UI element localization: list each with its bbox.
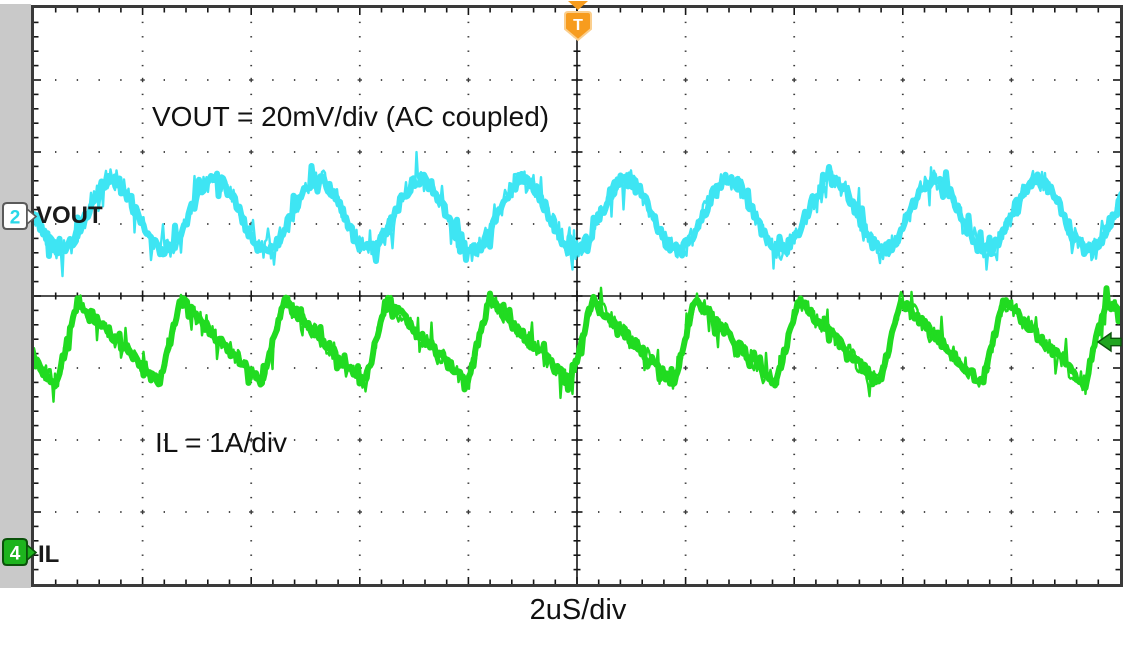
channel-4-number: 4 <box>10 544 21 565</box>
trigger-label: T <box>573 17 583 34</box>
trigger-badge-shape <box>564 11 592 42</box>
il-scale-annotation: IL = 1A/div <box>155 427 288 458</box>
channel-2-badge-box <box>2 202 28 230</box>
channel-4-level-arrow-icon <box>1096 331 1122 353</box>
timebase-label: 2uS/div <box>529 594 627 626</box>
channel-4-badge: 4 <box>2 538 38 566</box>
vout-trace-label: VOUT <box>36 202 103 229</box>
channel-2-number: 2 <box>10 208 21 229</box>
channel-2-badge-pointer <box>26 207 38 226</box>
vout-scale-annotation: VOUT = 20mV/div (AC coupled) <box>152 101 550 132</box>
channel-4-badge-box <box>2 538 28 566</box>
il-trace-label: IL <box>38 541 60 568</box>
level-arrow-shape <box>1096 331 1122 353</box>
waveform-traces <box>34 150 1120 403</box>
channel-2-badge: 2 <box>2 202 38 230</box>
trigger-position-arrow-icon <box>568 1 588 10</box>
left-sidebar <box>0 4 31 588</box>
scope-graticule: VOUT = 20mV/div (AC coupled) IL = 1A/div… <box>31 5 1123 587</box>
trigger-marker-badge: T <box>564 11 592 42</box>
channel-4-badge-pointer <box>26 543 38 562</box>
